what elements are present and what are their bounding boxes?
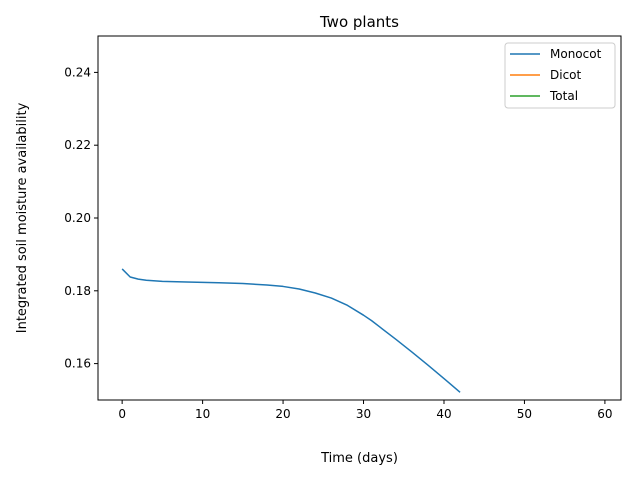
y-tick-label: 0.24 bbox=[64, 65, 91, 79]
y-axis-label: Integrated soil moisture availability bbox=[15, 102, 30, 333]
legend: Monocot Dicot Total bbox=[504, 42, 616, 109]
x-axis-label: Time (days) bbox=[320, 451, 398, 466]
legend-label-total: Total bbox=[549, 89, 578, 103]
series-line-monocot bbox=[121, 268, 461, 393]
ticks-layer: 0 10 20 30 40 50 60 0.16 0.18 0.20 0.22 0.24 bbox=[64, 65, 612, 421]
chart-title: Two plants bbox=[319, 13, 399, 31]
y-tick-label: 0.16 bbox=[64, 357, 91, 371]
y-tick-label: 0.22 bbox=[64, 138, 91, 152]
x-tick-label: 10 bbox=[195, 407, 210, 421]
plot-frame bbox=[97, 35, 622, 401]
legend-box bbox=[504, 42, 616, 109]
x-tick-label: 60 bbox=[597, 407, 612, 421]
x-tick-label: 0 bbox=[118, 407, 126, 421]
x-tick-label: 20 bbox=[275, 407, 290, 421]
x-tick-label: 50 bbox=[517, 407, 532, 421]
y-tick-label: 0.20 bbox=[64, 211, 91, 225]
lines-layer bbox=[121, 268, 461, 393]
y-tick-label: 0.18 bbox=[64, 284, 91, 298]
legend-label-monocot: Monocot bbox=[550, 47, 602, 61]
x-tick-label: 40 bbox=[436, 407, 451, 421]
x-tick-label: 30 bbox=[356, 407, 371, 421]
legend-label-dicot: Dicot bbox=[550, 68, 582, 82]
